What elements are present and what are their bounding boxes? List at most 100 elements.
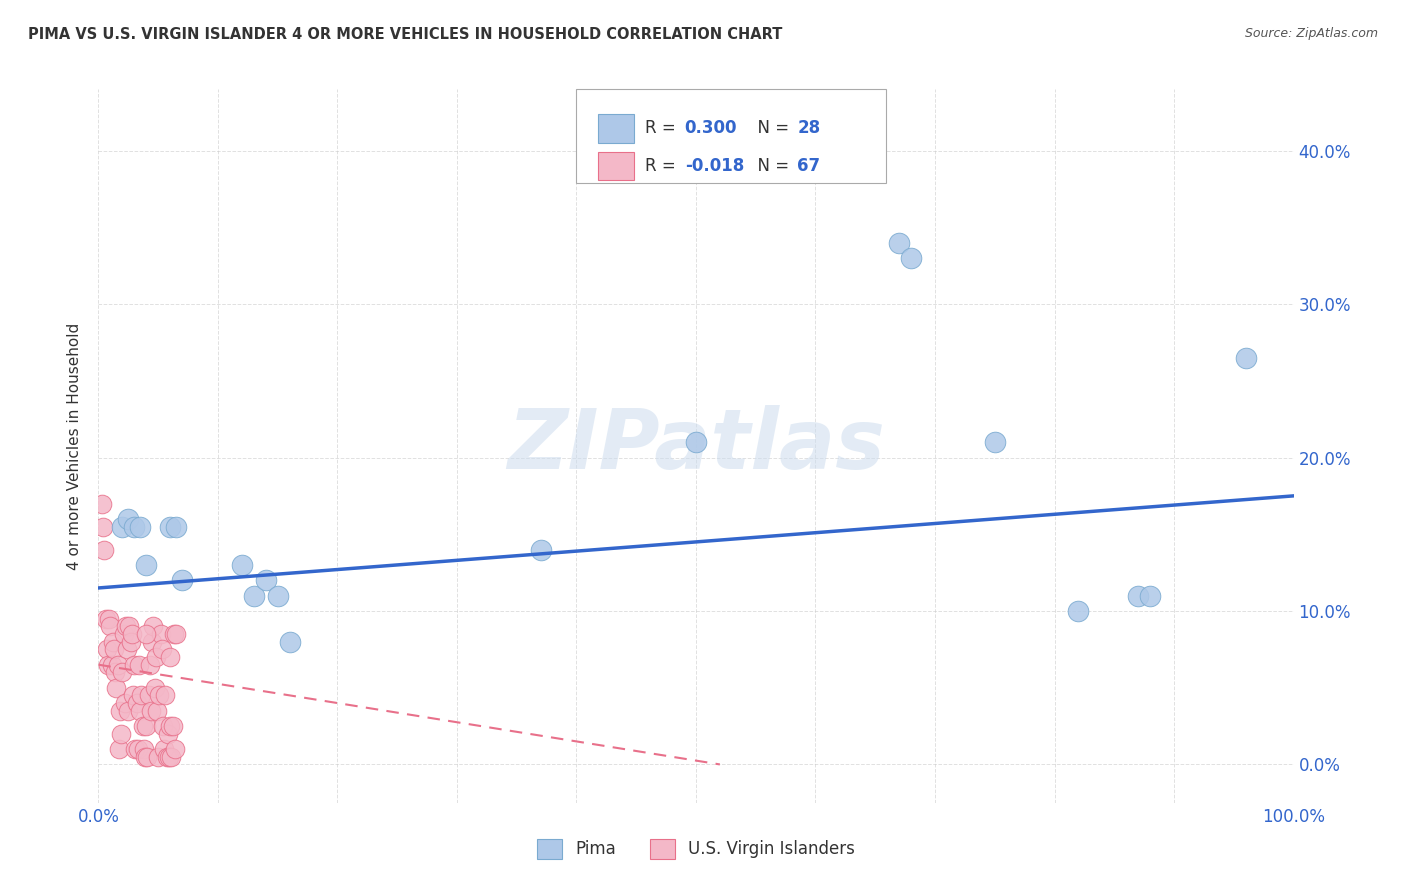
Text: 28: 28 <box>797 120 820 137</box>
Point <box>148 749 170 764</box>
Point <box>1067 604 1090 618</box>
Point <box>107 742 129 756</box>
Point <box>159 650 181 665</box>
Text: R =: R = <box>645 157 682 175</box>
Point <box>135 627 157 641</box>
Point <box>105 681 128 695</box>
Point <box>91 497 114 511</box>
Point <box>121 627 143 641</box>
Point <box>141 634 163 648</box>
Point <box>984 435 1007 450</box>
Point <box>100 657 122 672</box>
Point <box>125 696 148 710</box>
Point <box>124 657 146 672</box>
Point <box>124 519 146 533</box>
Point <box>165 627 187 641</box>
Point <box>94 612 117 626</box>
Point <box>231 558 253 572</box>
Point <box>162 719 184 733</box>
Point <box>101 634 124 648</box>
Point <box>157 749 180 764</box>
Point <box>131 719 153 733</box>
Point <box>146 704 169 718</box>
Text: 0.300: 0.300 <box>685 120 737 137</box>
Point <box>156 727 179 741</box>
Point <box>143 681 166 695</box>
Point <box>163 742 186 756</box>
Point <box>254 574 277 588</box>
Point <box>148 689 170 703</box>
Text: R =: R = <box>645 120 682 137</box>
Point <box>96 642 118 657</box>
Point <box>111 665 134 680</box>
Text: N =: N = <box>747 120 794 137</box>
Point <box>111 519 134 533</box>
Point <box>132 742 155 756</box>
Point <box>159 719 181 733</box>
Point <box>134 749 156 764</box>
Text: -0.018: -0.018 <box>685 157 744 175</box>
Point <box>145 650 167 665</box>
Point <box>160 749 183 764</box>
Point <box>129 704 152 718</box>
Point <box>150 642 173 657</box>
Point <box>889 235 911 250</box>
Point <box>117 704 139 718</box>
Point <box>107 657 129 672</box>
Point <box>530 542 553 557</box>
Point <box>115 642 138 657</box>
Y-axis label: 4 or more Vehicles in Household: 4 or more Vehicles in Household <box>67 322 83 570</box>
Point <box>103 642 125 657</box>
Point <box>155 749 177 764</box>
Point <box>110 727 132 741</box>
Point <box>98 619 122 633</box>
Point <box>138 689 160 703</box>
Point <box>118 619 141 633</box>
Point <box>136 749 159 764</box>
Point <box>278 634 301 648</box>
Point <box>1139 589 1161 603</box>
Point <box>98 612 121 626</box>
Point <box>112 627 135 641</box>
Point <box>900 251 922 265</box>
Point <box>243 589 266 603</box>
Point <box>139 657 162 672</box>
Point <box>267 589 290 603</box>
Point <box>104 665 127 680</box>
Point <box>114 696 136 710</box>
Text: 67: 67 <box>797 157 820 175</box>
Point <box>149 627 172 641</box>
Point <box>120 634 142 648</box>
Point <box>131 689 153 703</box>
Point <box>117 512 139 526</box>
Text: N =: N = <box>747 157 794 175</box>
Point <box>139 704 162 718</box>
Point <box>159 519 181 533</box>
Point <box>108 704 131 718</box>
Point <box>155 689 177 703</box>
Point <box>165 519 187 533</box>
Point <box>1234 351 1257 365</box>
Point <box>153 742 176 756</box>
Text: ZIPatlas: ZIPatlas <box>508 406 884 486</box>
Point <box>115 619 138 633</box>
Point <box>93 542 115 557</box>
Legend: Pima, U.S. Virgin Islanders: Pima, U.S. Virgin Islanders <box>530 832 862 866</box>
Point <box>97 657 120 672</box>
Point <box>128 657 150 672</box>
Point <box>1128 589 1150 603</box>
Point <box>163 627 186 641</box>
Text: PIMA VS U.S. VIRGIN ISLANDER 4 OR MORE VEHICLES IN HOUSEHOLD CORRELATION CHART: PIMA VS U.S. VIRGIN ISLANDER 4 OR MORE V… <box>28 27 783 42</box>
Point <box>685 435 707 450</box>
Point <box>172 574 194 588</box>
Point <box>152 719 174 733</box>
Point <box>129 519 152 533</box>
Point <box>135 558 157 572</box>
Text: Source: ZipAtlas.com: Source: ZipAtlas.com <box>1244 27 1378 40</box>
Point <box>127 742 149 756</box>
Point <box>122 689 145 703</box>
Point <box>91 519 114 533</box>
Point <box>135 719 157 733</box>
Point <box>124 742 146 756</box>
Point <box>142 619 165 633</box>
